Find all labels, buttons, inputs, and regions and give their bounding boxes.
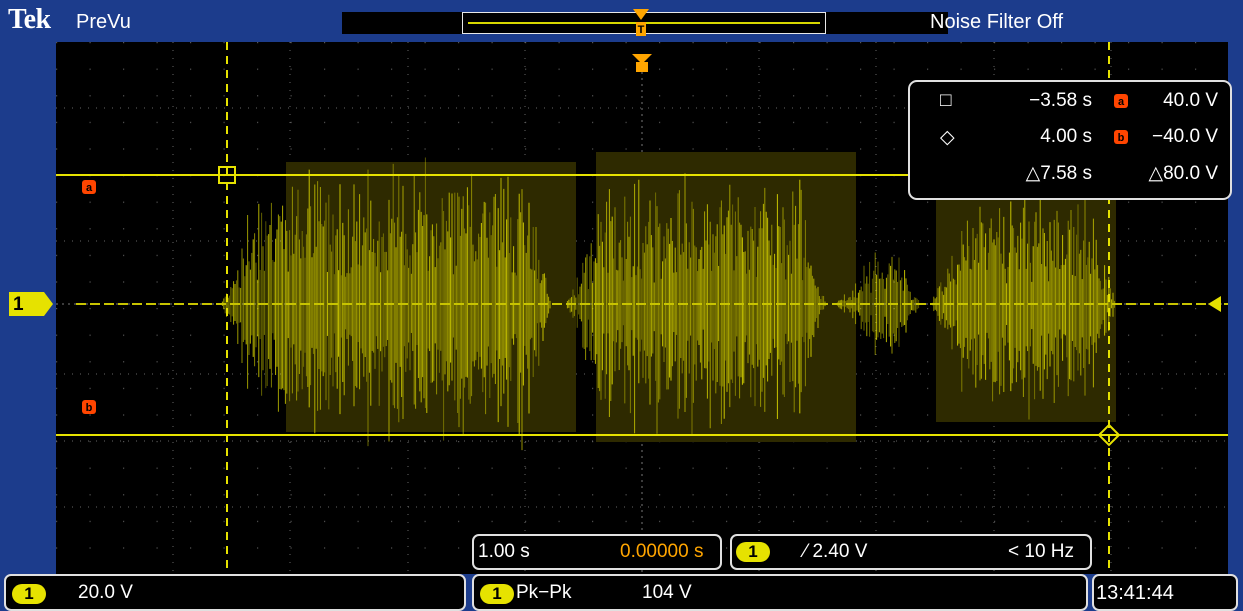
cursor-diamond-marker (1097, 423, 1121, 447)
bottom-bar: 1 20.0 V 1 Pk−Pk 104 V 13:41:44 (0, 574, 1243, 611)
cursor-a-label-icon: a (82, 180, 96, 194)
channel-1-scale-box[interactable]: 1 20.0 V (4, 574, 466, 611)
trigger-channel-badge: 1 (736, 542, 770, 562)
trigger-position-icon: T (633, 9, 649, 36)
cursor-2-time: 4.00 s (1040, 126, 1092, 147)
horizontal-position: 0.00000 s (620, 541, 704, 562)
noise-filter-status[interactable]: Noise Filter Off (930, 11, 1063, 33)
svg-text:a: a (86, 182, 93, 194)
channel-1-marker-label: 1 (13, 294, 24, 315)
trigger-settings[interactable]: 1 ⁄ 2.40 V < 10 Hz (730, 534, 1092, 570)
measurement-value: 104 V (642, 582, 692, 603)
svg-text:T: T (638, 24, 645, 36)
diamond-cursor-icon: ◇ (940, 127, 955, 148)
horizontal-scale: 1.00 s (478, 541, 530, 562)
acquisition-mode: PreVu (76, 11, 131, 33)
clock: 13:41:44 (1096, 582, 1174, 604)
signal-trace (221, 157, 1117, 451)
measurement-channel-badge: 1 (480, 584, 514, 604)
brand-logo: Tek (8, 4, 51, 35)
cursor-readout-panel: □ −3.58 s a 40.0 V ◇ 4.00 s b −40.0 V △7… (908, 80, 1232, 200)
trigger-level-icon (1208, 296, 1221, 312)
channel-1-scale: 20.0 V (78, 582, 133, 603)
delta-voltage: △80.0 V (1148, 163, 1218, 184)
cursor-square-marker (218, 166, 236, 184)
delta-time: △7.58 s (1025, 163, 1092, 184)
square-cursor-icon: □ (940, 90, 952, 111)
measurement-box[interactable]: 1 Pk−Pk 104 V (472, 574, 1088, 611)
clock-box: 13:41:44 (1092, 574, 1238, 611)
cursor-b-label-icon: b (82, 400, 96, 414)
measurement-type: Pk−Pk (516, 582, 572, 603)
cursor-a-readout-icon: a (1114, 94, 1128, 108)
cursor-b-voltage: −40.0 V (1151, 126, 1218, 147)
cursor-a-voltage: 40.0 V (1163, 90, 1218, 111)
top-bar: Tek PreVu T Noise Filter Off (0, 0, 1243, 42)
horizontal-settings[interactable]: 1.00 s 0.00000 s (472, 534, 722, 570)
cursor-b-readout-icon: b (1114, 130, 1128, 144)
channel-1-marker[interactable] (8, 291, 54, 317)
channel-1-badge: 1 (12, 584, 46, 604)
trigger-frequency: < 10 Hz (1008, 541, 1075, 562)
trigger-point-icon (632, 54, 652, 64)
svg-text:a: a (1118, 96, 1125, 108)
svg-text:b: b (86, 402, 93, 414)
trigger-level: ⁄ 2.40 V (804, 541, 868, 562)
cursor-1-time: −3.58 s (1029, 90, 1092, 111)
svg-text:b: b (1118, 132, 1125, 144)
